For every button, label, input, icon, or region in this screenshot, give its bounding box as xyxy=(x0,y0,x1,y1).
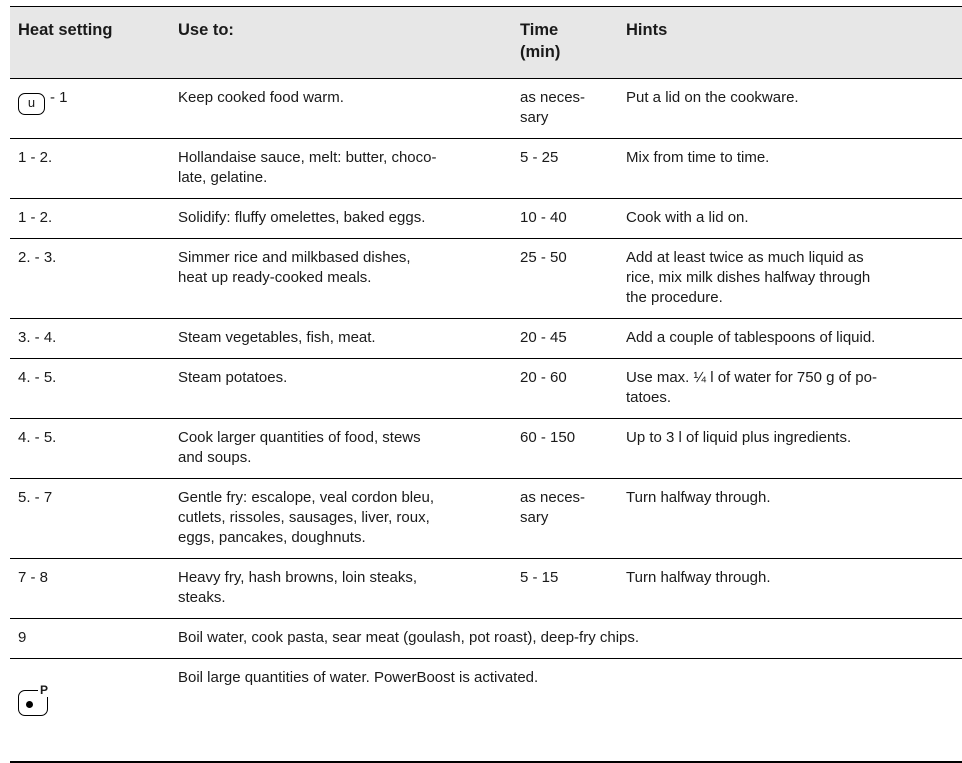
table-row: 7 - 8 Heavy fry, hash browns, loin steak… xyxy=(10,559,962,619)
use-to-cell: Heavy fry, hash browns, loin steaks, ste… xyxy=(178,569,417,606)
table-row: P Boil large quantities of water. PowerB… xyxy=(10,659,962,763)
hints-cell: Mix from time to time. xyxy=(626,149,770,166)
time-cell: 5 - 25 xyxy=(520,149,559,166)
use-to-cell-span: Boil water, cook pasta, sear meat (goula… xyxy=(178,629,640,646)
table-row: u - 1 Keep cooked food warm. as neces- sa… xyxy=(10,79,962,139)
hints-cell: Turn halfway through. xyxy=(626,489,771,506)
heat-settings-table: Heat setting Use to: Time (min) Hints u-… xyxy=(10,6,962,763)
use-to-cell: Steam potatoes. xyxy=(178,369,288,386)
time-cell: 25 - 50 xyxy=(520,249,567,266)
manual-page: Heat setting Use to: Time (min) Hints u-… xyxy=(10,6,962,763)
heat-setting-cell: P xyxy=(10,659,178,763)
table-row: 4. - 5. Steam potatoes. 20 - 60 Use max.… xyxy=(10,359,962,419)
hints-cell: Use max. ¼ l of water for 750 g of po- t… xyxy=(626,369,877,406)
hints-cell: Add at least twice as much liquid as ric… xyxy=(626,249,871,306)
heat-setting-cell: 4. - 5. xyxy=(18,429,57,446)
use-to-cell: Keep cooked food warm. xyxy=(178,89,344,106)
time-cell: as neces- sary xyxy=(520,89,586,126)
header-use-to: Use to: xyxy=(178,6,520,79)
table-row: 2. - 3. Simmer rice and milkbased dishes… xyxy=(10,239,962,319)
table-row: 1 - 2. Solidify: fluffy omelettes, baked… xyxy=(10,199,962,239)
hints-cell: Put a lid on the cookware. xyxy=(626,89,799,106)
table-row: 3. - 4. Steam vegetables, fish, meat. 20… xyxy=(10,319,962,359)
hints-cell: Add a couple of tablespoons of liquid. xyxy=(626,329,876,346)
heat-setting-cell: 1 - 2. xyxy=(18,209,53,226)
heat-setting-cell: 1 - 2. xyxy=(18,149,53,166)
use-to-cell: Solidify: fluffy omelettes, baked eggs. xyxy=(178,209,426,226)
table-row: 9 Boil water, cook pasta, sear meat (gou… xyxy=(10,619,962,659)
use-to-cell: Simmer rice and milkbased dishes, heat u… xyxy=(178,249,411,286)
use-to-cell: Hollandaise sauce, melt: butter, choco- … xyxy=(178,149,437,186)
time-cell: 10 - 40 xyxy=(520,209,567,226)
heat-setting-cell: 9 xyxy=(18,629,27,646)
header-hints: Hints xyxy=(626,6,962,79)
use-to-cell-span: Boil large quantities of water. PowerBoo… xyxy=(178,669,539,686)
time-cell: 20 - 60 xyxy=(520,369,567,386)
powerboost-p-glyph: P xyxy=(37,683,50,697)
time-cell: as neces- sary xyxy=(520,489,586,526)
hints-cell: Cook with a lid on. xyxy=(626,209,749,226)
heat-setting-value: - 1 xyxy=(50,89,68,106)
table-row: 5. - 7 Gentle fry: escalope, veal cordon… xyxy=(10,479,962,559)
table-row: 1 - 2. Hollandaise sauce, melt: butter, … xyxy=(10,139,962,199)
hints-cell: Turn halfway through. xyxy=(626,569,771,586)
use-to-cell: Steam vegetables, fish, meat. xyxy=(178,329,376,346)
hints-cell: Up to 3 l of liquid plus ingredients. xyxy=(626,429,852,446)
heat-setting-cell: 7 - 8 xyxy=(18,569,49,586)
time-cell: 60 - 150 xyxy=(520,429,576,446)
header-heat-setting: Heat setting xyxy=(10,6,178,79)
use-to-cell: Cook larger quantities of food, stews an… xyxy=(178,429,421,466)
table-row: 4. - 5. Cook larger quantities of food, … xyxy=(10,419,962,479)
table-header: Heat setting Use to: Time (min) Hints xyxy=(10,6,962,79)
use-to-cell: Gentle fry: escalope, veal cordon bleu, … xyxy=(178,489,434,546)
heat-setting-cell: 2. - 3. xyxy=(18,249,57,266)
time-cell: 5 - 15 xyxy=(520,569,559,586)
keep-warm-glyph: u xyxy=(27,95,36,110)
heat-setting-cell: u - 1 xyxy=(10,79,178,139)
heat-setting-cell: 4. - 5. xyxy=(18,369,57,386)
header-row: Heat setting Use to: Time (min) Hints xyxy=(10,6,962,79)
powerboost-dot xyxy=(26,701,33,708)
heat-setting-cell: 3. - 4. xyxy=(18,329,57,346)
keep-warm-icon: u xyxy=(18,93,45,115)
time-cell: 20 - 45 xyxy=(520,329,567,346)
header-time-min: Time (min) xyxy=(520,6,626,79)
heat-setting-cell: 5. - 7 xyxy=(18,489,53,506)
powerboost-icon: P xyxy=(18,684,50,716)
